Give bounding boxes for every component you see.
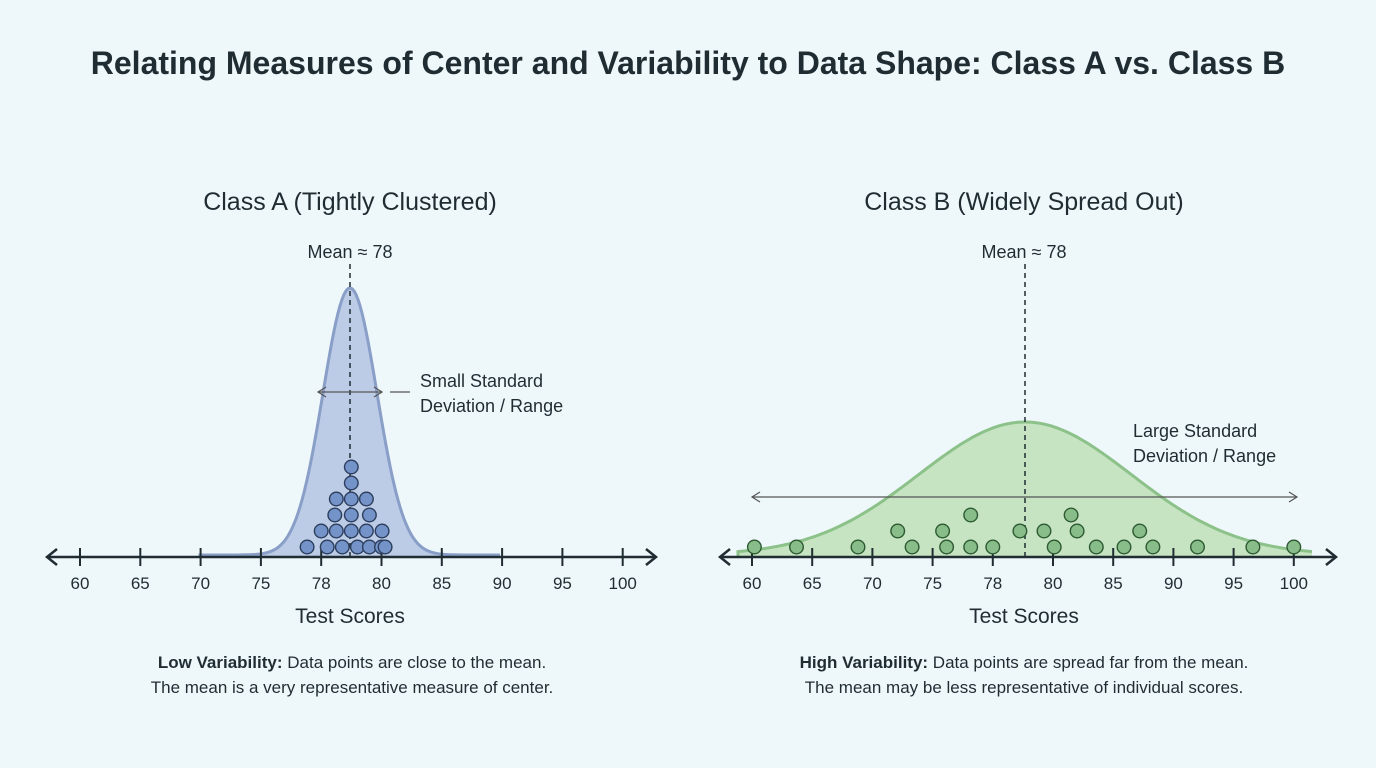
class-b-data-point [850, 539, 866, 555]
class-b-data-point [1036, 523, 1052, 539]
class-a-data-point [377, 539, 393, 555]
class-a-data-point [334, 539, 350, 555]
class-a-axis-arrowheads [44, 548, 659, 566]
class-a-data-point [299, 539, 315, 555]
class-b-data-point [746, 539, 762, 555]
class-b-data-point [1286, 539, 1302, 555]
class-a-caption-text: Data points are close to the mean. [283, 653, 547, 672]
class-a-mean-label: Mean ≈ 78 [308, 242, 393, 262]
class-a-data-point [328, 491, 344, 507]
class-b-tick-label: 65 [803, 574, 822, 593]
class-b-tick-label: 80 [1044, 574, 1063, 593]
class-a-annotation-line2: Deviation / Range [420, 396, 563, 416]
class-b-data-point [1069, 523, 1085, 539]
class-b-data-point [963, 539, 979, 555]
class-b-data-point [890, 523, 906, 539]
class-b-tick-label: 78 [983, 574, 1002, 593]
class-b-tick-label: 75 [923, 574, 942, 593]
class-a-data-point [343, 475, 359, 491]
class-b-caption-text: Data points are spread far from the mean… [928, 653, 1248, 672]
class-a-tick-label: 95 [553, 574, 572, 593]
class-b-caption-bold: High Variability: [800, 653, 928, 672]
class-a-tick-label: 85 [432, 574, 451, 593]
class-b-data-point [963, 507, 979, 523]
class-b-caption-line1: High Variability: Data points are spread… [800, 653, 1249, 672]
class-b-data-point [1063, 507, 1079, 523]
class-b-curve-line [736, 420, 1313, 557]
class-b-data-point [985, 539, 1001, 555]
class-a-data-point [358, 491, 374, 507]
main-title: Relating Measures of Center and Variabil… [91, 45, 1285, 81]
class-a-data-point [343, 523, 359, 539]
class-a-tick-label: 70 [191, 574, 210, 593]
class-b-caption-line2: The mean may be less representative of i… [805, 678, 1243, 697]
class-b-tick-label: 85 [1104, 574, 1123, 593]
class-a-caption-line2: The mean is a very representative measur… [151, 678, 554, 697]
class-a-tick-label: 65 [131, 574, 150, 593]
class-b-annotation-line2: Deviation / Range [1133, 446, 1276, 466]
class-a-caption-line1: Low Variability: Data points are close t… [158, 653, 546, 672]
class-b-data-point [935, 523, 951, 539]
class-b-tick-label: 100 [1280, 574, 1308, 593]
class-a-panel: 60 65 70 75 78 80 85 90 95 100 Class A (Tightly Cl… [44, 188, 659, 697]
class-b-panel: 60 65 70 75 78 80 85 90 95 100 Class B (Widely Spr… [717, 188, 1339, 697]
class-a-tick-label: 75 [251, 574, 270, 593]
class-b-data-point [1046, 539, 1062, 555]
class-a-data-point [343, 459, 359, 475]
class-a-caption-bold: Low Variability: [158, 653, 283, 672]
class-b-tick-label: 60 [743, 574, 762, 593]
class-a-data-point [361, 507, 377, 523]
class-a-data-point [328, 523, 344, 539]
class-b-data-point [1012, 523, 1028, 539]
class-a-tick-label: 60 [71, 574, 90, 593]
class-b-data-point [1088, 539, 1104, 555]
class-b-data-point [1245, 539, 1261, 555]
class-b-data-point [1145, 539, 1161, 555]
class-b-axis-arrowheads [717, 548, 1339, 566]
class-b-xlabel: Test Scores [969, 605, 1079, 628]
class-b-tick-label: 70 [863, 574, 882, 593]
class-b-data-point [1189, 539, 1205, 555]
class-b-data-point [789, 539, 805, 555]
class-b-annotation-line1: Large Standard [1133, 421, 1257, 441]
class-a-annotation-line1: Small Standard [420, 371, 543, 391]
class-b-data-point [1116, 539, 1132, 555]
class-b-tick-label: 95 [1224, 574, 1243, 593]
class-a-tick-label: 80 [372, 574, 391, 593]
class-b-mean-label: Mean ≈ 78 [982, 242, 1067, 262]
class-b-data-point [939, 539, 955, 555]
class-a-tick-label: 78 [312, 574, 331, 593]
class-a-data-point [327, 507, 343, 523]
class-a-title: Class A (Tightly Clustered) [203, 188, 497, 216]
class-b-arrowheads [750, 491, 1299, 503]
class-a-arrowheads [316, 386, 384, 398]
class-a-data-point [374, 523, 390, 539]
class-b-data-point [904, 539, 920, 555]
class-a-data-point [313, 523, 329, 539]
class-a-data-point [319, 539, 335, 555]
class-a-data-point [343, 491, 359, 507]
class-a-data-point [358, 523, 374, 539]
class-b-tick-label: 90 [1164, 574, 1183, 593]
class-a-tick-label: 90 [493, 574, 512, 593]
class-b-title: Class B (Widely Spread Out) [864, 188, 1184, 216]
class-a-tick-label: 100 [609, 574, 637, 593]
class-b-data-point [1132, 523, 1148, 539]
class-a-xlabel: Test Scores [295, 605, 405, 628]
class-a-data-point [343, 507, 359, 523]
class-a-curve-fill [200, 288, 500, 557]
class-a-curve-line [198, 286, 500, 557]
